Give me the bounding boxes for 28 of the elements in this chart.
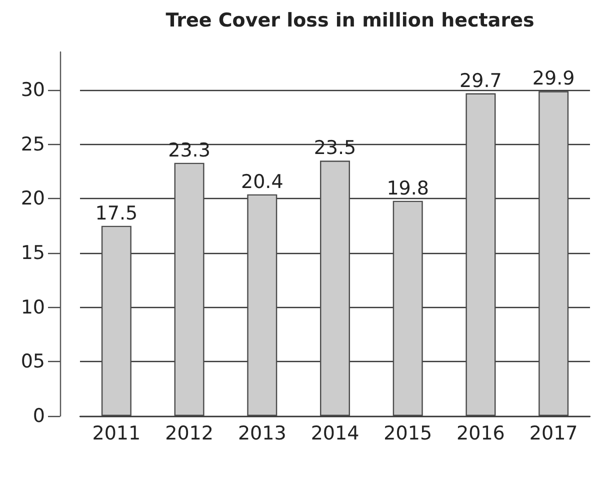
y-tick-label: 20 xyxy=(20,188,45,210)
y-tick-label: 30 xyxy=(20,79,45,102)
x-tick-label: 2011 xyxy=(92,422,141,444)
bar xyxy=(320,160,350,416)
bar xyxy=(101,226,132,416)
bar xyxy=(466,93,496,416)
bar xyxy=(174,162,204,416)
x-tick-label: 2017 xyxy=(529,422,578,444)
x-tick-label: 2014 xyxy=(310,422,360,444)
x-tick-label: 2015 xyxy=(384,422,432,444)
x-tick-label: 2013 xyxy=(238,422,286,444)
y-tick-label: 05 xyxy=(20,350,45,373)
bar xyxy=(247,194,278,416)
x-tick-label: 2012 xyxy=(165,422,214,444)
data-label: 17.5 xyxy=(95,202,138,224)
y-tick-label: 15 xyxy=(20,242,45,264)
data-label: 19.8 xyxy=(386,177,430,200)
y-tick-label: 25 xyxy=(20,133,45,156)
y-tick-label: 0 xyxy=(32,405,45,427)
y-tick-label: 10 xyxy=(20,296,45,318)
chart-title: Tree Cover loss in million hectares xyxy=(166,10,534,32)
data-label: 29.9 xyxy=(532,68,575,90)
bar xyxy=(392,200,423,416)
bar xyxy=(538,91,569,416)
data-label: 20.4 xyxy=(240,170,284,193)
data-label: 23.3 xyxy=(168,139,210,162)
data-label: 29.7 xyxy=(460,70,502,92)
x-tick-label: 2016 xyxy=(456,422,505,444)
